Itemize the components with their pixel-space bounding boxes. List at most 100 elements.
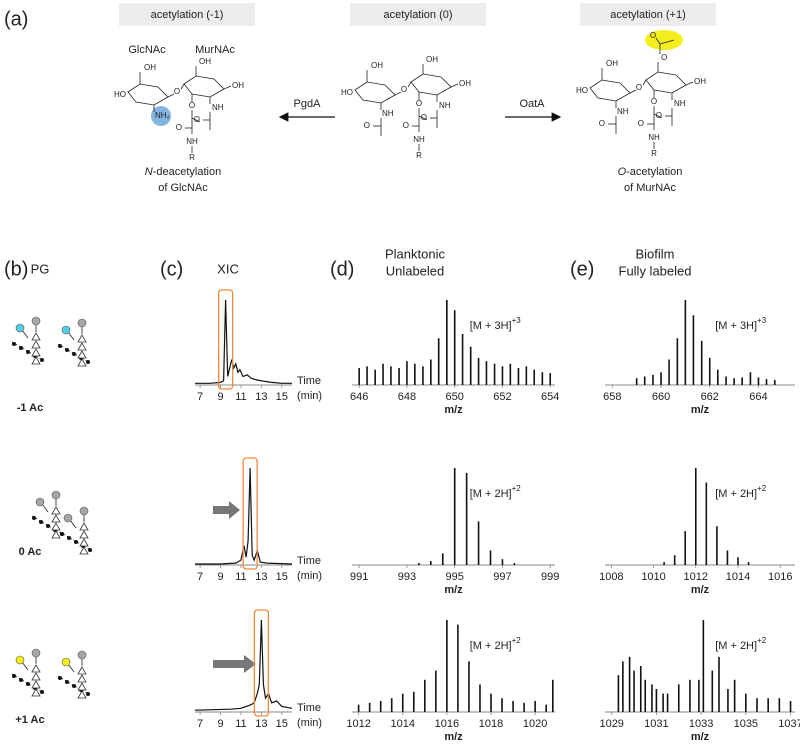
atom-label: HO <box>114 90 126 99</box>
bond <box>407 81 412 88</box>
bond <box>180 83 185 90</box>
glycan-node <box>51 490 61 500</box>
atom-label: O <box>599 119 605 128</box>
x-tick-label: 1016 <box>768 571 792 583</box>
x-tick-label: 654 <box>541 391 559 403</box>
atom-label: O <box>364 121 370 130</box>
xic-trace <box>194 619 293 711</box>
atom-label: HO <box>341 88 353 97</box>
peptide-triangle <box>31 340 41 349</box>
x-tick-label: 993 <box>398 571 416 583</box>
peptide-triangle <box>31 356 41 365</box>
atom-label: NH <box>382 109 394 118</box>
enzyme-label: PgdA <box>294 98 322 110</box>
atom-label: NH <box>439 101 451 110</box>
atom-label: O <box>176 123 182 132</box>
x-tick-label: 1031 <box>644 718 668 730</box>
row-label: +1 Ac <box>15 714 44 726</box>
x-tick-label: 9 <box>217 571 223 583</box>
glycan-node <box>77 650 87 660</box>
ion-charge: +3 <box>757 316 767 325</box>
atom-label: O <box>638 119 644 128</box>
glycan-node <box>15 655 25 665</box>
peptide-triangle <box>77 334 87 343</box>
peptide-triangle <box>79 538 89 547</box>
glycan-stem <box>21 661 29 671</box>
x-tick-label: 999 <box>541 571 559 583</box>
x-tick-label: 648 <box>398 391 416 403</box>
bond <box>642 79 647 86</box>
glycan-node <box>79 506 89 516</box>
x-tick-label: 650 <box>446 391 464 403</box>
x-tick-label: 1016 <box>435 718 459 730</box>
atom-label: O <box>401 85 407 94</box>
atom-label: R <box>189 153 195 162</box>
x-axis-label: m/z <box>444 731 463 743</box>
peptide-triangle <box>79 546 89 555</box>
peptide-triangle <box>79 522 89 531</box>
shift-arrow <box>213 501 240 519</box>
sugar-ring <box>127 83 169 106</box>
atom-label: HO <box>576 86 588 95</box>
x-tick-label: 995 <box>446 571 464 583</box>
glycan-stem <box>41 503 49 513</box>
glycan-node <box>31 316 41 326</box>
atom-label: O <box>403 121 409 130</box>
x-axis-label: Time <box>297 555 321 567</box>
bond <box>629 89 637 94</box>
x-tick-label: 1029 <box>599 718 623 730</box>
condition-box <box>580 3 716 26</box>
x-tick-label: 1008 <box>599 571 623 583</box>
atom-label: OH <box>694 77 706 86</box>
x-tick-label: 9 <box>217 718 223 730</box>
x-tick-label: 15 <box>276 571 288 583</box>
glycan-node <box>31 648 41 658</box>
ion-charge: +2 <box>512 636 522 645</box>
atom-label: O <box>174 87 180 96</box>
atom-label: NH <box>186 137 198 146</box>
peptide-triangle <box>77 358 87 367</box>
column-header: Fully labeled <box>619 263 692 278</box>
atom-label: NH <box>617 107 629 116</box>
x-tick-label: 7 <box>197 571 203 583</box>
peptide-triangle <box>51 514 61 523</box>
ion-annotation: [M + 2H]+2 <box>715 484 767 500</box>
glycan-stem <box>67 663 75 673</box>
peak-highlight <box>242 457 258 570</box>
glycan-node <box>15 323 25 333</box>
panel-label: (d) <box>330 258 354 280</box>
peptide-triangle <box>51 522 61 531</box>
atom-label: NH <box>648 133 660 142</box>
bond <box>223 85 232 90</box>
x-tick-label: 9 <box>217 391 223 403</box>
ion-formula: [M + 3H] <box>715 320 757 332</box>
condition-box <box>119 3 255 26</box>
ion-annotation: [M + 2H]+2 <box>470 636 522 652</box>
atom-label: OH <box>232 81 244 90</box>
condition-label: acetylation (-1) <box>151 9 224 21</box>
ion-annotation: [M + 3H]+3 <box>470 316 522 332</box>
x-tick-label: 652 <box>493 391 511 403</box>
bond <box>418 115 428 121</box>
atom-label: O <box>651 97 657 106</box>
x-axis-label: Time <box>297 702 321 714</box>
atom-label: OH <box>459 79 471 88</box>
x-tick-label: 1012 <box>346 718 370 730</box>
enzyme-label: OatA <box>519 98 545 110</box>
row-label: -1 Ac <box>17 402 44 414</box>
glycan-node <box>77 318 87 328</box>
panel-label: (c) <box>160 258 183 280</box>
peak-highlight <box>253 609 270 717</box>
peptide-triangle <box>51 506 61 515</box>
x-tick-label: 1014 <box>726 571 750 583</box>
atom-label: NH₂ <box>155 111 170 120</box>
x-tick-label: 7 <box>197 718 203 730</box>
peptide-triangle <box>31 680 41 689</box>
peak-highlight <box>217 289 234 390</box>
x-axis-label: m/z <box>444 404 463 416</box>
atom-label: R <box>651 149 657 158</box>
atom-label: NH <box>674 99 686 108</box>
atom-label: OH <box>144 63 156 72</box>
panel-label: (a) <box>4 8 28 30</box>
